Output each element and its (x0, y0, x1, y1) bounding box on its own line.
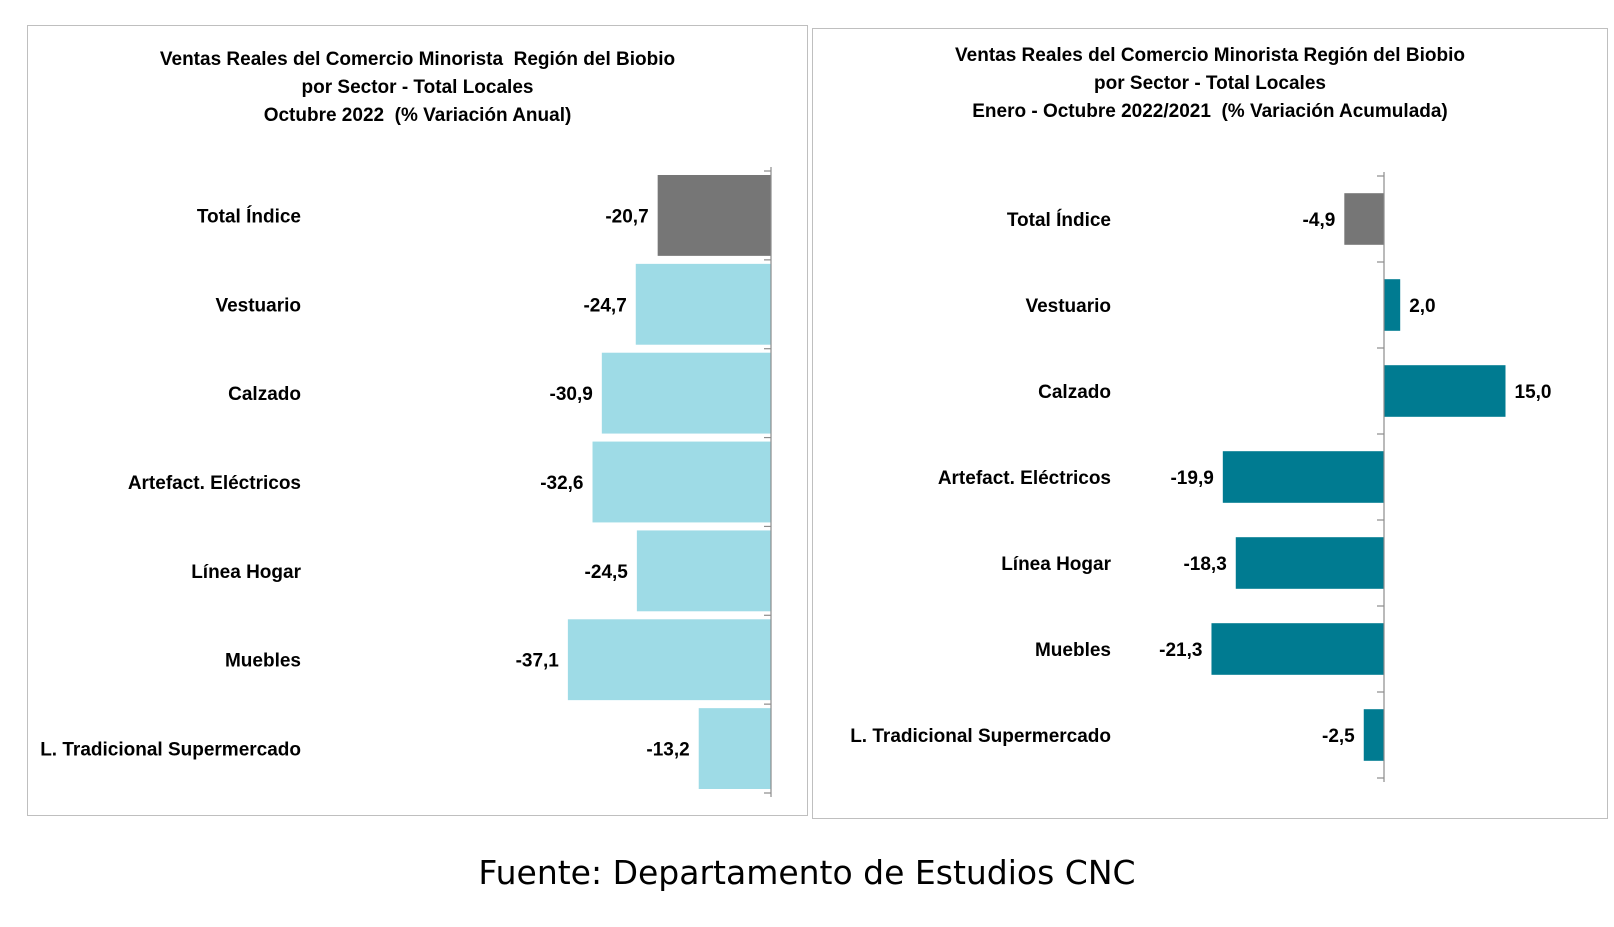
data-label: -18,3 (1183, 554, 1226, 575)
bar (592, 441, 771, 523)
category-label: Total Índice (197, 205, 301, 227)
category-label: Artefact. Eléctricos (128, 473, 301, 494)
bar (635, 263, 771, 345)
bar (1384, 365, 1506, 417)
bar (636, 530, 771, 612)
data-label: -2,5 (1322, 726, 1355, 747)
data-label: 2,0 (1409, 296, 1435, 317)
category-label: Muebles (225, 651, 301, 672)
data-label: -21,3 (1159, 640, 1202, 661)
bar (698, 708, 771, 790)
chart-title-line-2: por Sector - Total Locales (301, 77, 534, 98)
bar (1344, 193, 1384, 245)
bar (1384, 279, 1401, 331)
chart-title: Ventas Reales del Comercio Minorista Reg… (813, 42, 1607, 126)
category-label: Calzado (1038, 382, 1111, 403)
data-label: -19,9 (1170, 468, 1213, 489)
data-label: -32,6 (540, 473, 583, 494)
category-label: Vestuario (1025, 296, 1111, 317)
data-label: -4,9 (1303, 210, 1336, 231)
category-label: L. Tradicional Supermercado (850, 726, 1111, 747)
data-label: -24,7 (583, 295, 626, 316)
chart-title-line-2: por Sector - Total Locales (1094, 73, 1326, 94)
data-label: -37,1 (516, 651, 560, 672)
data-label: -13,2 (646, 740, 689, 761)
data-label: -30,9 (550, 384, 593, 405)
category-label: Línea Hogar (1001, 554, 1111, 575)
category-label: Muebles (1035, 640, 1111, 661)
category-label: Vestuario (215, 295, 301, 316)
bar (601, 352, 771, 434)
chart-title-line-3: Enero - Octubre 2022/2021 (% Variación A… (972, 101, 1448, 122)
chart-title-line-1: Ventas Reales del Comercio Minorista Reg… (159, 49, 676, 70)
chart-title-line-1: Ventas Reales del Comercio Minorista Reg… (955, 45, 1465, 66)
category-label: Artefact. Eléctricos (938, 468, 1111, 489)
source-note: Fuente: Departamento de Estudios CNC (478, 853, 1136, 892)
chart-title: Ventas Reales del Comercio Minorista Reg… (28, 46, 807, 130)
bar (1363, 709, 1384, 761)
bar (657, 174, 771, 256)
chart-title-line-3: Octubre 2022 (% Variación Anual) (263, 105, 572, 126)
category-label: L. Tradicional Supermercado (40, 740, 301, 761)
chart-panel-cumulative: Ventas Reales del Comercio Minorista Reg… (812, 28, 1608, 819)
data-label: -20,7 (605, 206, 648, 227)
category-label: Línea Hogar (191, 562, 301, 583)
bar (1211, 623, 1384, 675)
bar (1222, 451, 1384, 503)
category-label: Total Índice (1007, 209, 1111, 231)
data-label: -24,5 (585, 562, 629, 583)
data-label: 15,0 (1515, 382, 1552, 403)
category-label: Calzado (228, 384, 301, 405)
bar (567, 619, 771, 701)
bar (1235, 537, 1384, 589)
